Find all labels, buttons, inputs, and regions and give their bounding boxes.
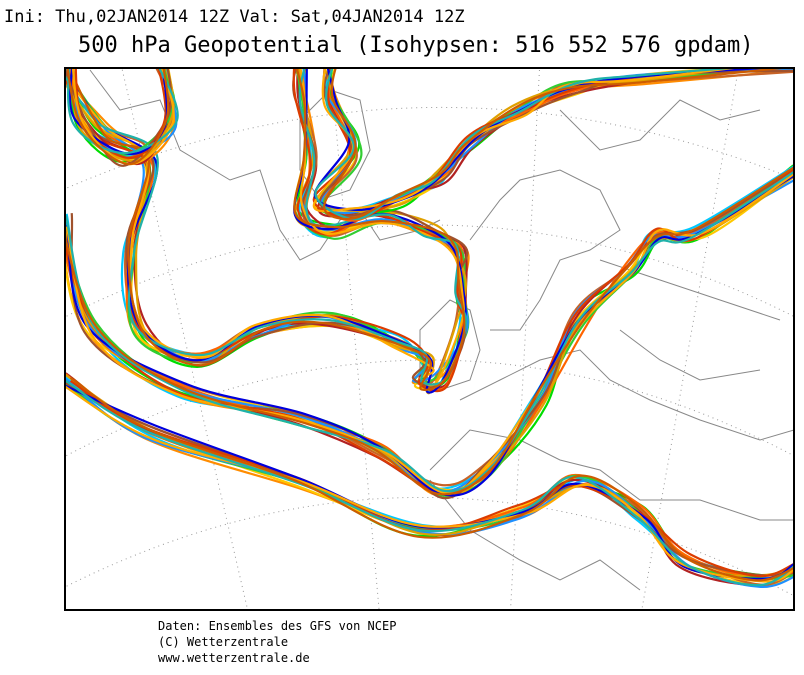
ensemble-contour	[65, 382, 794, 580]
ensemble-contour	[70, 376, 794, 587]
ensemble-contour	[65, 172, 794, 495]
map-frame	[64, 67, 795, 611]
ensemble-contour	[65, 380, 794, 587]
footer-line: Daten: Ensembles des GFS von NCEP	[158, 619, 396, 633]
ensemble-contour	[65, 373, 794, 577]
ensemble-contour	[323, 68, 794, 218]
ensemble-contour	[68, 68, 169, 156]
ensemble-contour	[69, 376, 794, 582]
chart-title: 500 hPa Geopotential (Isohypsen: 516 552…	[78, 33, 754, 58]
run-info: Ini: Thu,02JAN2014 12Z Val: Sat,04JAN201…	[4, 7, 465, 27]
ensemble-contour	[66, 174, 794, 497]
ensemble-contour	[69, 380, 794, 578]
ensemble-contour	[313, 68, 780, 212]
ensemble-contour	[314, 68, 745, 221]
ensemble-contour	[312, 68, 743, 213]
map-area	[65, 68, 794, 610]
ensemble-contour	[65, 165, 794, 496]
ensemble-contour	[321, 68, 794, 218]
ensemble-contour	[66, 68, 170, 166]
ensemble-contour	[317, 68, 769, 218]
footer-line: (C) Wetterzentrale	[158, 635, 288, 649]
ensemble-contour	[313, 68, 735, 215]
contour-lines	[65, 68, 794, 588]
ensemble-contour	[312, 68, 737, 220]
coastlines	[89, 69, 794, 591]
ensemble-contour	[65, 381, 794, 577]
ensemble-contour	[65, 170, 794, 493]
ensemble-contour	[65, 375, 794, 580]
footer-line: www.wetterzentrale.de	[158, 651, 310, 665]
ensemble-contour	[65, 379, 794, 577]
ensemble-contour	[68, 68, 466, 391]
ensemble-contour	[65, 179, 794, 494]
ensemble-contour	[65, 166, 794, 493]
ensemble-contour	[323, 68, 793, 220]
ensemble-contour	[313, 68, 747, 213]
ensemble-contour	[65, 372, 794, 581]
ensemble-contour	[66, 68, 179, 155]
